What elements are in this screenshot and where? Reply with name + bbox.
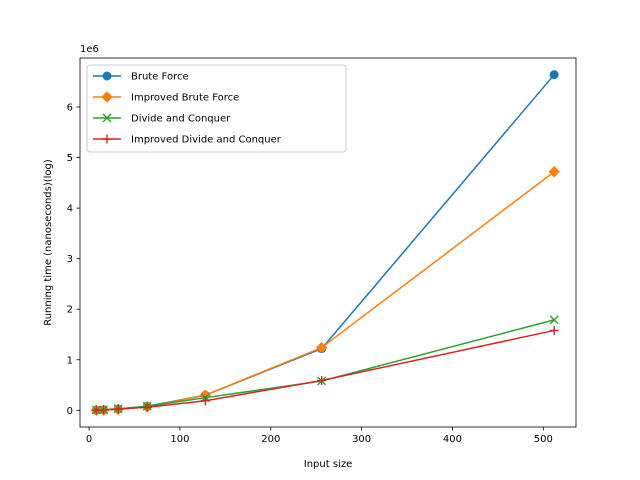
legend-frame <box>86 64 347 153</box>
y-tick-label: 1 <box>67 355 73 366</box>
y-axis-ticks: 0 1 2 3 4 5 6 <box>67 103 80 417</box>
legend: Brute Force Improved Brute Force Divide an… <box>86 64 347 153</box>
data-point-s4-4 <box>142 402 152 412</box>
x-tick-label: 100 <box>170 434 189 445</box>
data-point-s1-7 <box>549 70 559 80</box>
axes-layer <box>79 57 577 428</box>
y-offset-label: 1e6 <box>80 44 99 55</box>
y-tick-label: 0 <box>67 406 73 417</box>
y-tick-label: 2 <box>67 305 73 316</box>
x-axis-label: Input size <box>304 459 352 470</box>
y-tick-label: 5 <box>67 153 73 164</box>
legend-marker-1 <box>102 71 112 81</box>
x-tick-label: 0 <box>86 434 92 445</box>
y-tick-label: 3 <box>67 254 73 265</box>
legend-label-4: Improved Divide and Conquer <box>131 135 282 146</box>
y-axis-label: Running time (nanoseconds)(log) <box>43 159 54 326</box>
legend-marker-4 <box>102 134 112 144</box>
plot-frame <box>79 57 577 428</box>
legend-label-1: Brute Force <box>131 72 189 83</box>
data-point-s4-7 <box>549 325 559 335</box>
x-tick-label: 200 <box>261 434 280 445</box>
legend-marker-2 <box>101 91 113 103</box>
data-point-s4-2 <box>99 405 109 415</box>
y-tick-label: 4 <box>67 204 73 215</box>
data-point-s2-6 <box>315 341 328 354</box>
data-point-s4-5 <box>200 396 210 406</box>
x-axis-ticks: 0 100 200 300 400 500 <box>86 427 553 445</box>
data-point-s2-7 <box>548 166 560 178</box>
data-point-s4-3 <box>113 404 123 414</box>
legend-label-3: Divide and Conquer <box>131 114 231 125</box>
data-point-s3-7 <box>549 315 559 325</box>
data-point-s4-6 <box>317 375 327 385</box>
legend-label-2: Improved Brute Force <box>131 93 239 104</box>
legend-marker-3 <box>102 113 112 123</box>
x-tick-label: 300 <box>352 434 371 445</box>
y-tick-label: 6 <box>67 103 73 114</box>
series-layer <box>90 70 560 416</box>
x-tick-label: 500 <box>534 434 553 445</box>
x-tick-label: 400 <box>443 434 462 445</box>
